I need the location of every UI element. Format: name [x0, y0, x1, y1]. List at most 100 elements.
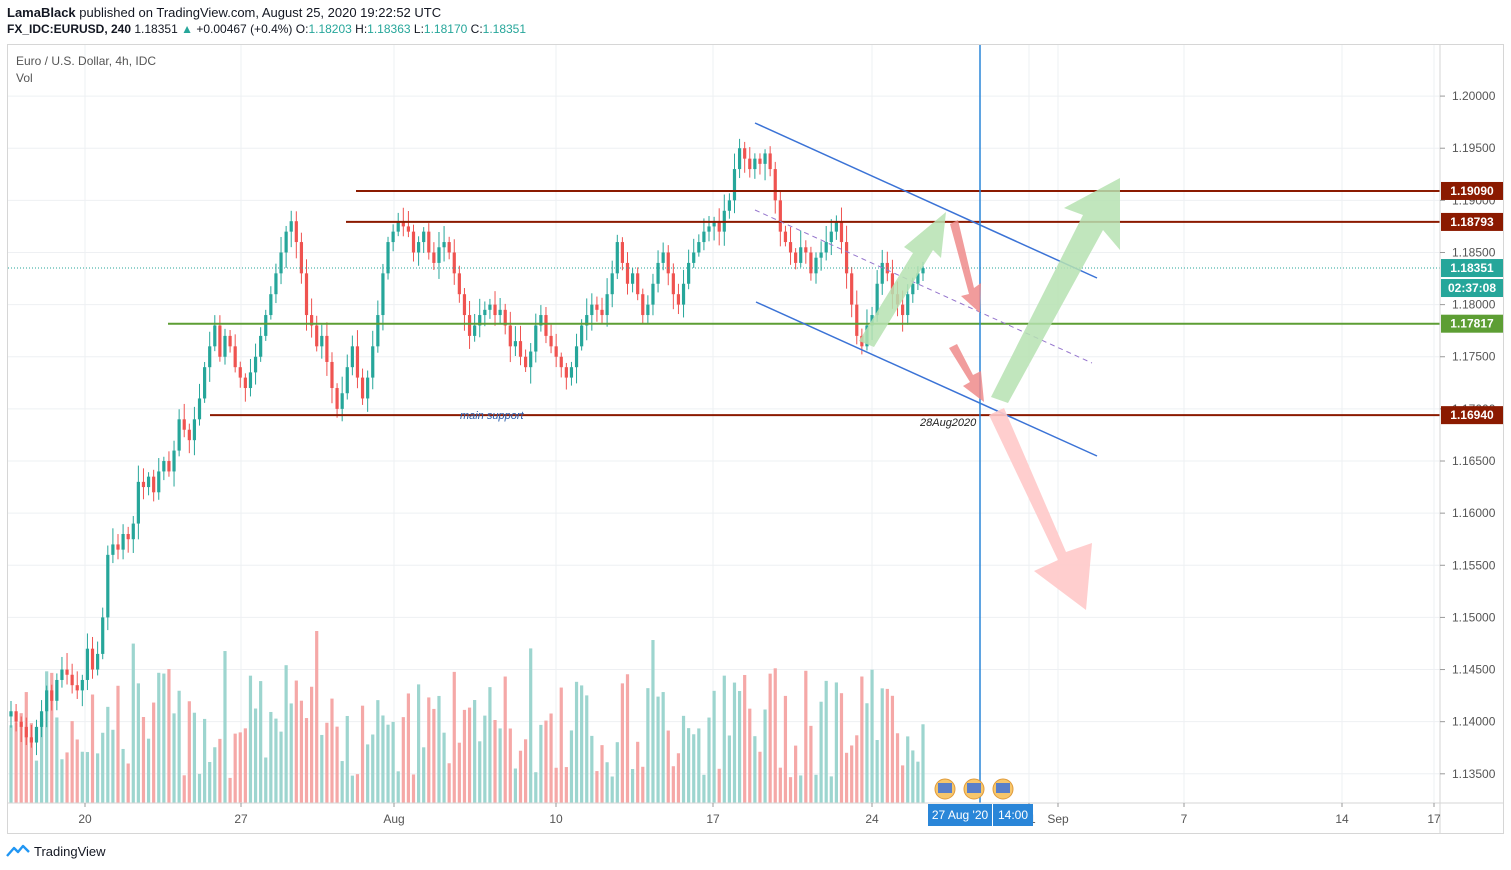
- volume-bar: [386, 724, 390, 803]
- volume-bar: [636, 741, 640, 803]
- candle-body: [600, 309, 604, 316]
- candle-body: [218, 325, 222, 357]
- annotation-main-support: main support: [460, 410, 525, 422]
- volume-bar: [529, 648, 533, 803]
- candle-body: [50, 690, 54, 701]
- candle-body: [172, 450, 176, 472]
- volume-bar: [518, 750, 523, 803]
- volume-bar: [355, 774, 360, 803]
- volume-bar: [141, 717, 146, 803]
- volume-bar: [14, 722, 18, 803]
- candle-body: [493, 304, 497, 316]
- current-price-label-bg: [1441, 259, 1503, 278]
- level-price-label-bg: [1441, 212, 1503, 231]
- volume-bar: [218, 738, 222, 803]
- volume-bar: [116, 685, 120, 803]
- candle-body: [794, 252, 798, 263]
- candle-body: [208, 346, 212, 368]
- candle-body: [478, 315, 482, 326]
- candle-body: [906, 294, 910, 316]
- candle-body: [141, 481, 146, 488]
- high-label: H:: [355, 22, 368, 36]
- author-name[interactable]: LamaBlack: [7, 5, 76, 20]
- volume-bar: [860, 676, 864, 803]
- volume-bar: [651, 640, 655, 803]
- candle-body: [875, 283, 879, 316]
- candle-body: [376, 315, 380, 347]
- candle-body: [462, 294, 467, 316]
- volume-bar: [595, 771, 599, 803]
- volume-bar: [630, 769, 635, 803]
- volume-bar: [625, 674, 630, 803]
- candle-body: [177, 419, 181, 451]
- candle-body: [238, 367, 242, 378]
- chart-frame[interactable]: main support 28Aug2020 1.20000 1.19500 1.19…: [7, 44, 1504, 834]
- volume-bar: [228, 777, 232, 803]
- candle-body: [850, 273, 854, 305]
- volume-bar: [681, 715, 686, 803]
- volume-bar: [702, 774, 706, 803]
- price-chart[interactable]: main support 28Aug2020 1.20000 1.19500 1.19…: [8, 45, 1503, 833]
- x-tick-label: 20: [78, 812, 92, 826]
- candle-body: [136, 481, 140, 524]
- volume-bar: [844, 752, 849, 803]
- brand-name[interactable]: TradingView: [34, 843, 106, 859]
- y-tick-label: 1.19500: [1452, 141, 1496, 155]
- candle-body: [717, 221, 721, 232]
- candle-body: [666, 252, 670, 274]
- candle-body: [157, 471, 161, 493]
- tradingview-logo-icon[interactable]: [6, 843, 30, 859]
- volume-bar: [574, 681, 579, 803]
- y-tick-label: 1.15000: [1452, 610, 1496, 624]
- volume-bar: [737, 691, 742, 803]
- volume-bar: [717, 768, 721, 803]
- volume-bar: [585, 695, 589, 803]
- candle-body: [248, 372, 253, 389]
- event-flag-icon: [938, 783, 952, 793]
- candle-body: [692, 252, 696, 263]
- volume-bar: [233, 733, 237, 803]
- publish-info: LamaBlack published on TradingView.com, …: [7, 5, 441, 20]
- volume-bar: [447, 763, 451, 803]
- volume-bar: [748, 708, 752, 803]
- candle-body: [29, 737, 33, 743]
- volume-bar: [890, 695, 895, 803]
- candle-body: [839, 221, 844, 243]
- candle-body: [396, 221, 400, 232]
- volume-bar: [197, 773, 202, 803]
- volume-bar: [671, 766, 675, 803]
- candle-body: [773, 169, 777, 201]
- volume-bar: [687, 728, 691, 803]
- candle-body: [763, 153, 767, 164]
- candle-body: [569, 367, 574, 378]
- candle-body: [371, 346, 375, 378]
- volume-bar: [345, 715, 349, 803]
- candle-body: [366, 377, 370, 399]
- candle-body: [131, 523, 135, 540]
- candle-body: [340, 393, 344, 409]
- candle-body: [641, 294, 645, 316]
- volume-bar: [850, 745, 854, 803]
- volume-bar: [610, 776, 614, 803]
- volume-bar: [284, 665, 288, 803]
- volume-bar: [325, 722, 329, 803]
- volume-bar: [544, 720, 548, 803]
- candle-body: [432, 252, 436, 263]
- volume-bar: [799, 775, 803, 803]
- volume-bar: [646, 688, 650, 803]
- candle-body: [386, 242, 390, 274]
- volume-bar: [203, 718, 207, 803]
- volume-bar: [264, 757, 268, 803]
- event-flag-icon: [967, 783, 981, 793]
- candle-body: [345, 367, 349, 394]
- low-value: 1.18170: [423, 22, 468, 36]
- last-price: 1.18351: [134, 22, 178, 36]
- volume-bar: [167, 669, 171, 803]
- volume-bar: [875, 740, 879, 803]
- y-tick-label: 1.18500: [1452, 245, 1496, 259]
- volume-bar: [34, 760, 39, 803]
- volume-bar: [279, 731, 283, 803]
- x-tick-label: 24: [865, 812, 879, 826]
- low-label: L:: [413, 22, 424, 36]
- volume-bar: [569, 730, 574, 803]
